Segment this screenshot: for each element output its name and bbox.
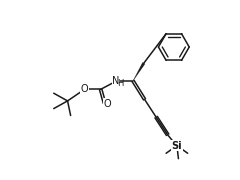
Text: N: N: [112, 76, 120, 86]
Polygon shape: [133, 62, 145, 81]
Text: O: O: [104, 99, 111, 109]
Text: Si: Si: [172, 141, 182, 150]
Text: H: H: [118, 79, 124, 88]
Text: O: O: [81, 84, 88, 94]
